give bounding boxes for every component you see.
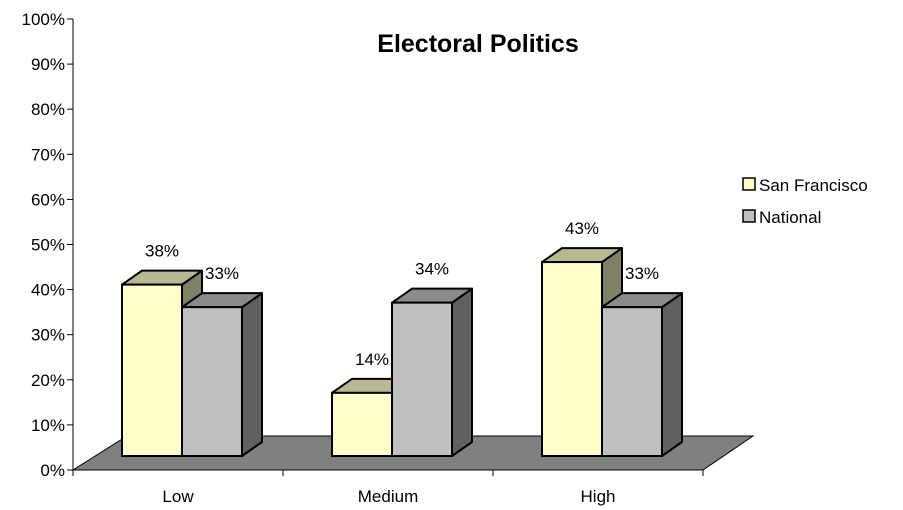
y-tick-label: 80% [31,100,65,119]
bar-side [661,292,683,457]
bar-side [241,292,263,457]
bar-side [451,287,473,457]
y-tick-label: 30% [31,326,65,345]
bar-layer [121,247,683,458]
legend-swatch [742,177,756,191]
legend: San Francisco National [742,176,868,227]
x-tick-label: High [581,487,616,506]
y-tick-label: 0% [40,461,65,480]
y-tick-label: 100% [22,10,65,29]
chart-title: Electoral Politics [377,30,578,58]
bar [391,301,453,457]
bar [121,283,183,457]
bar [541,261,603,457]
bar [181,306,243,458]
x-tick-label: Low [162,487,194,506]
data-label: 43% [565,219,599,238]
data-label: 33% [625,264,659,283]
data-label: 38% [145,242,179,261]
y-tick-label: 60% [31,190,65,209]
data-label: 14% [355,350,389,369]
legend-label: National [759,208,821,227]
data-label-layer: 38% 33% 14% 34% 43% 33% [145,219,659,369]
y-tick-label: 50% [31,236,65,255]
legend-label: San Francisco [759,176,868,195]
y-tick-label: 70% [31,145,65,164]
y-tick-label: 20% [31,371,65,390]
y-tick-label: 40% [31,281,65,300]
data-label: 33% [205,264,239,283]
x-tick-label: Medium [358,487,418,506]
y-tick-label: 90% [31,55,65,74]
y-tick-label: 10% [31,416,65,435]
legend-swatch [742,209,756,223]
bar [601,306,663,458]
axis-layer: 0% 10% 20% 30% 40% 50% 60% 70% 80% 90% 100% Low Medi… [22,10,704,506]
data-label: 34% [415,260,449,279]
bar [331,391,393,457]
